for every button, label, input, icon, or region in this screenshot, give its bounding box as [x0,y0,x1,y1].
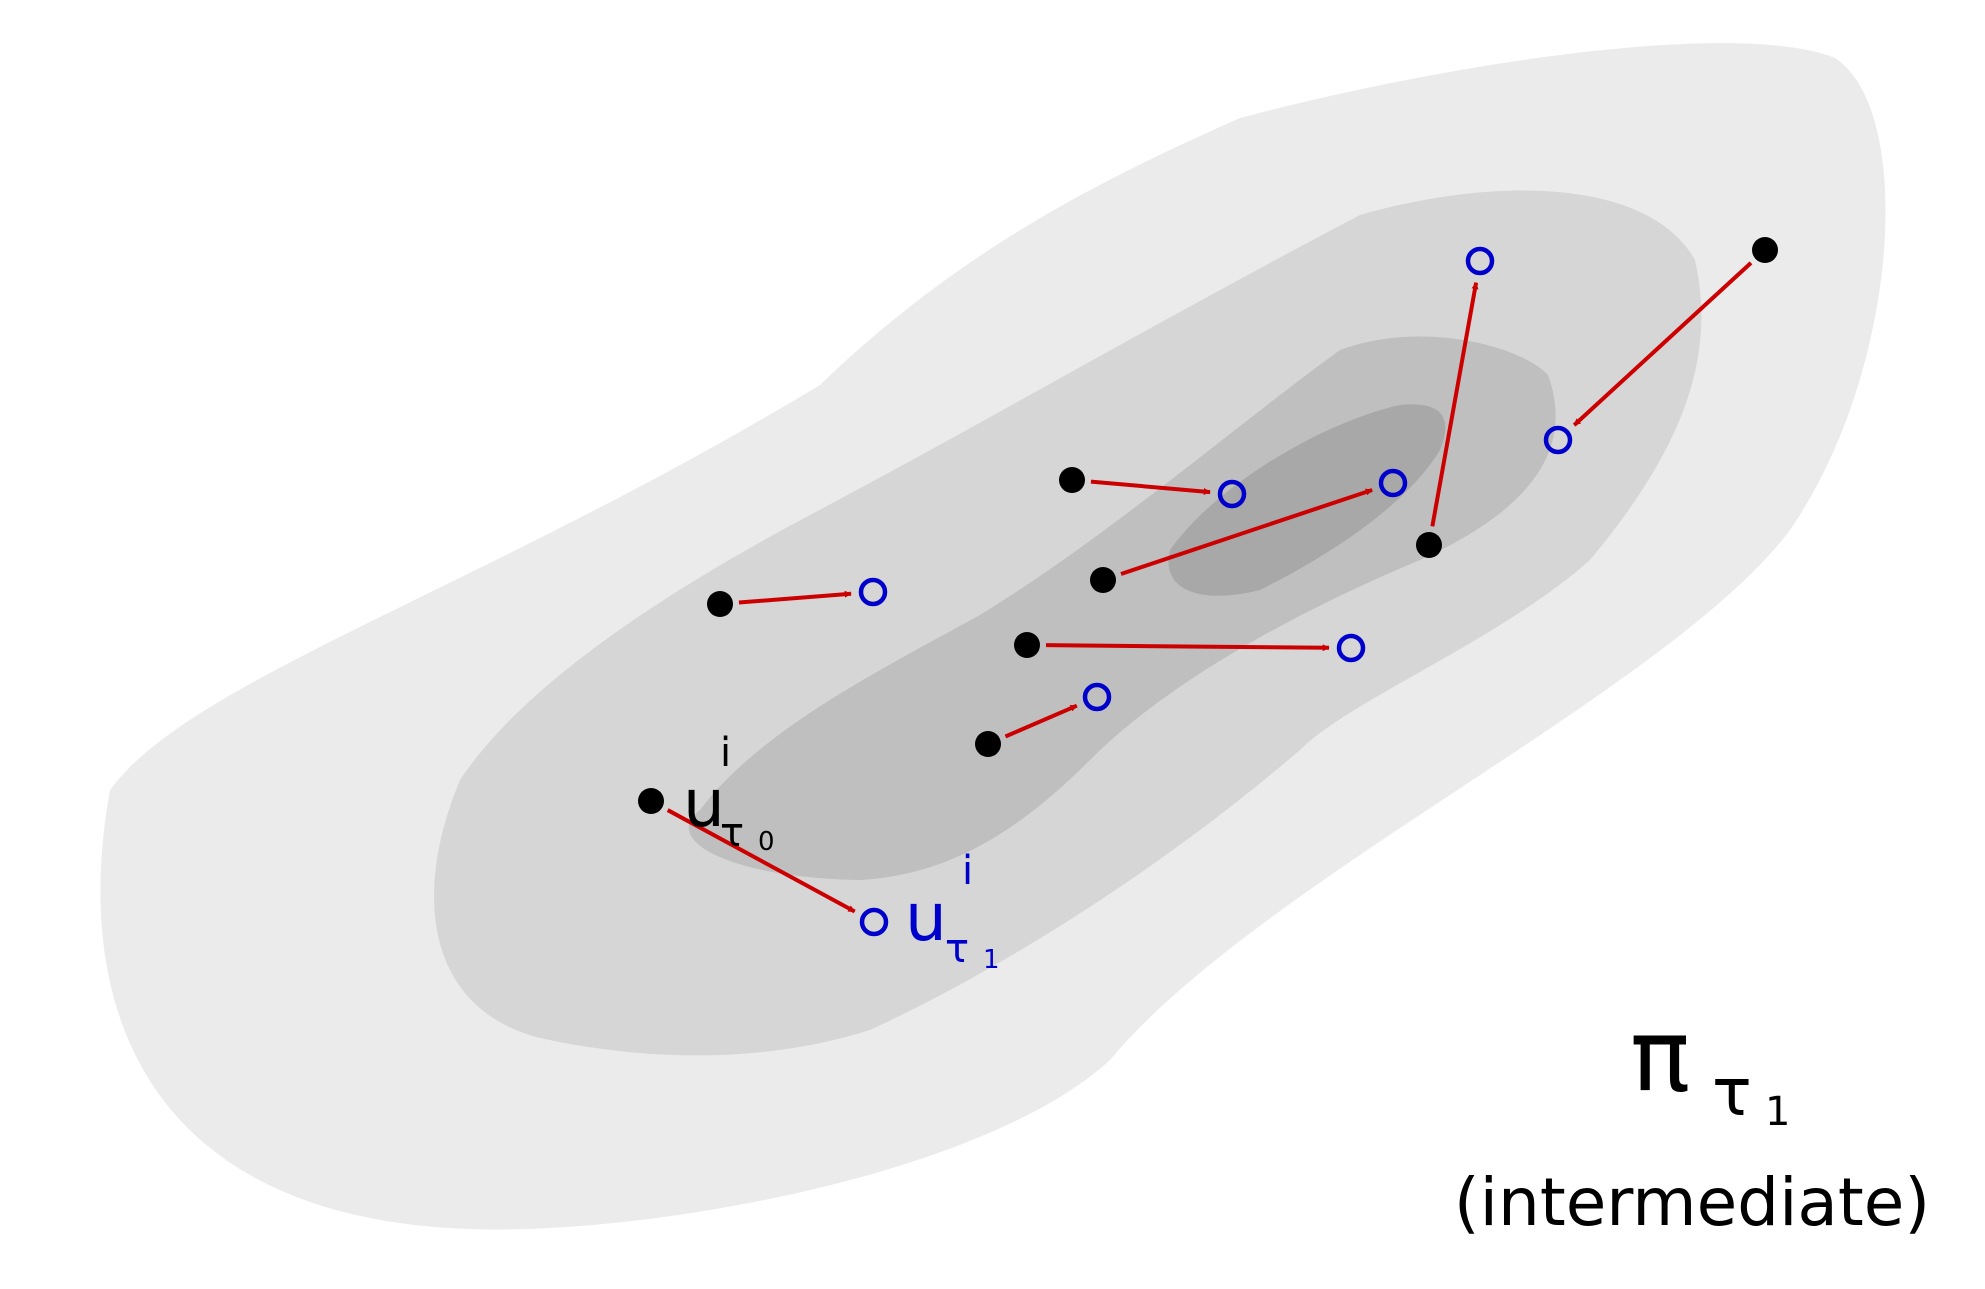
source-particle-7 [975,731,1001,757]
target-particle-8 [859,907,889,937]
transport-arrow-3 [1120,488,1373,576]
target-particle-4 [1465,246,1495,276]
source-label-subscript-greek: τ [720,810,744,856]
target-particle-2 [1217,479,1247,509]
source-particle-8 [638,788,664,814]
distribution-caption: (intermediate) [1454,1164,1930,1241]
transport-arrow-1 [738,590,852,605]
transport-arrow-4 [1430,281,1479,527]
distribution-subscript-greek: τ [1712,1054,1752,1131]
source-particle-1 [707,591,733,617]
source-particle-2 [1059,467,1085,493]
target-particle-1 [858,577,888,607]
transport-arrow-2 [1090,479,1211,496]
target-particle-5 [1543,425,1573,455]
source-particle-3 [1090,567,1116,593]
target-particle-6 [1336,633,1366,663]
target-label-superscript: i [962,848,973,894]
target-label-base: u [905,879,947,956]
distribution-symbol: π [1630,997,1690,1114]
transport-arrows [666,261,1753,914]
target-particle-3 [1378,468,1408,498]
transport-arrow-6 [1045,643,1330,652]
distribution-label: π τ 1 (intermediate) [1454,997,1930,1241]
source-label-base: u [683,765,725,842]
source-particle-6 [1014,632,1040,658]
source-particles [638,237,1778,814]
distribution-subscript-index: 1 [1765,1089,1790,1135]
target-particle-7 [1082,682,1112,712]
source-label-superscript: i [720,730,731,776]
transport-arrow-7 [1004,703,1078,739]
target-label-subscript-index: 1 [983,945,1000,975]
transport-arrow-8 [666,808,856,914]
source-label-subscript-index: 0 [758,827,775,857]
source-particle-5 [1752,237,1778,263]
source-particle-label: u i τ 0 [683,730,775,857]
target-particles [858,246,1573,937]
transport-arrow-5 [1572,261,1753,427]
density-contour-core [1168,404,1446,596]
source-particle-4 [1416,532,1442,558]
target-label-subscript-greek: τ [945,926,969,972]
target-particle-label: u i τ 1 [905,848,1000,975]
